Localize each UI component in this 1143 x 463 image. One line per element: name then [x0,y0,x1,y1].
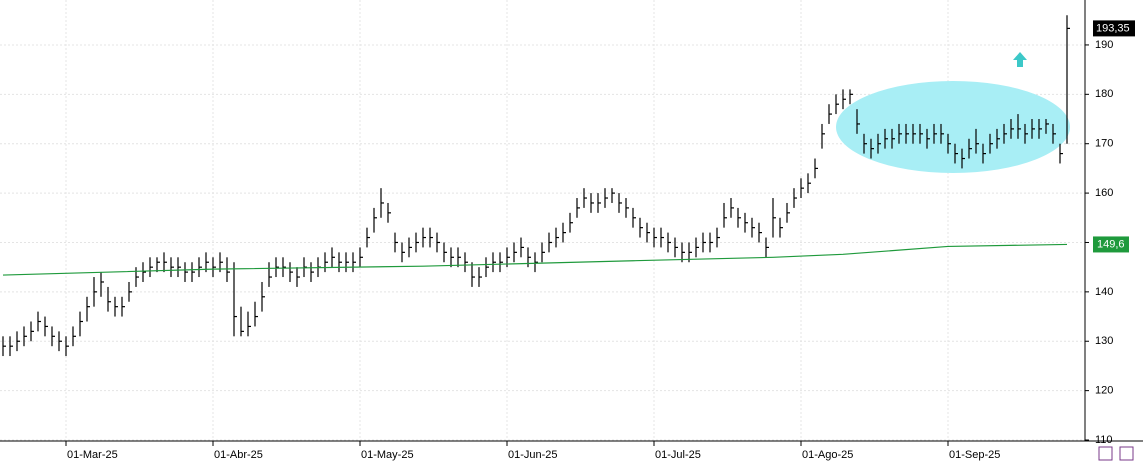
up-arrow [1013,52,1027,67]
moving-average [2,243,1068,276]
highlight-ellipse [836,81,1070,173]
icon-button[interactable] [1098,446,1113,461]
y-tick-label: 170 [1095,138,1113,150]
last-price-box [1093,20,1135,37]
y-tick-label: 130 [1095,335,1113,347]
x-tick-label: 01-Ago-25 [802,449,853,461]
icon-button[interactable] [1119,446,1134,461]
x-tick-label: 01-May-25 [361,449,414,461]
y-tick-label: 180 [1095,88,1113,100]
x-tick-label: 01-Mar-25 [67,449,118,461]
y-tick-label: 120 [1095,385,1113,397]
x-tick-label: 01-Abr-25 [214,449,263,461]
x-tick-label: 01-Jul-25 [655,449,701,461]
y-tick-label: 160 [1095,187,1113,199]
y-tick-label: 110 [1095,434,1113,446]
y-tick-label: 140 [1095,286,1113,298]
ma-label: 149,6 [1097,238,1125,250]
last-price-label: 193,35 [1096,22,1130,34]
ma-box [1093,236,1129,253]
x-tick-label: 01-Jun-25 [508,449,558,461]
y-tick-label: 190 [1095,39,1113,51]
x-tick-label: 01-Sep-25 [949,449,1000,461]
